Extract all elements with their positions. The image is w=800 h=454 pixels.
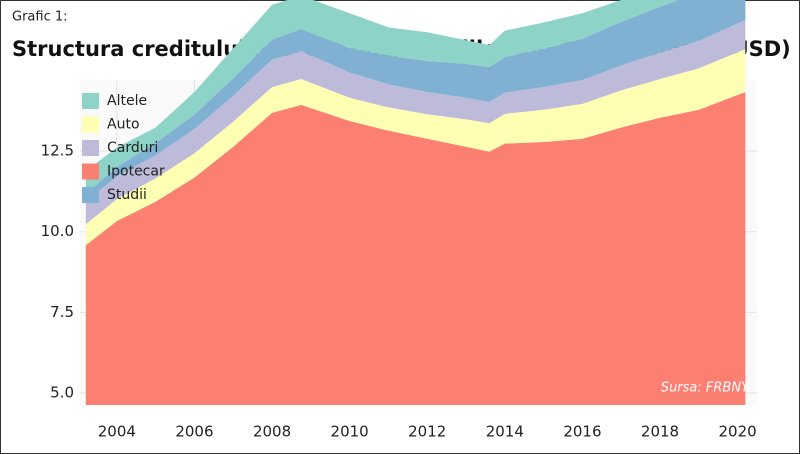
legend-swatch bbox=[82, 116, 99, 133]
area bbox=[85, 0, 746, 202]
chart-label: Grafic 1: bbox=[12, 10, 68, 25]
y-tick-label: 10.0 bbox=[41, 222, 74, 240]
x-tick-label: 2018 bbox=[641, 423, 679, 441]
legend-label: Auto bbox=[107, 117, 140, 133]
x-tick-label: 2016 bbox=[563, 423, 601, 441]
area bbox=[85, 19, 746, 225]
y-tick-label: 12.5 bbox=[41, 142, 74, 160]
x-tick-label: 2010 bbox=[331, 423, 369, 441]
legend-swatch bbox=[82, 163, 99, 180]
legend-label: Carduri bbox=[107, 140, 158, 156]
x-tick-label: 2012 bbox=[408, 423, 446, 441]
legend-label: Altele bbox=[107, 93, 147, 109]
x-tick-label: 2014 bbox=[486, 423, 524, 441]
area bbox=[85, 0, 680, 194]
area bbox=[85, 91, 746, 406]
legend-label: Ipotecar bbox=[107, 164, 165, 180]
x-tick-label: 2006 bbox=[175, 423, 213, 441]
annotation: Sursa: FRBNY bbox=[661, 381, 750, 396]
legend-swatch bbox=[82, 140, 99, 156]
legend-swatch bbox=[82, 93, 99, 109]
legend-swatch bbox=[82, 187, 99, 203]
legend-label: Studii bbox=[107, 187, 147, 203]
x-tick-label: 2008 bbox=[253, 423, 291, 441]
y-tick-label: 7.5 bbox=[50, 303, 74, 321]
x-tick-label: 2004 bbox=[98, 423, 136, 441]
x-tick-label: 2020 bbox=[719, 423, 757, 441]
area bbox=[85, 49, 746, 246]
y-tick-label: 5.0 bbox=[50, 384, 74, 402]
